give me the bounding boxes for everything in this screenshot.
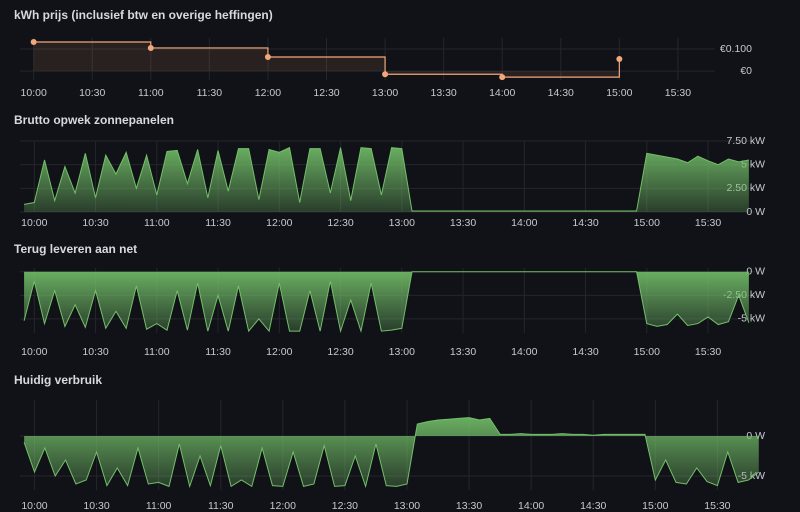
- x-tick-label: 15:30: [695, 346, 721, 358]
- x-tick-label: 11:30: [197, 87, 223, 99]
- x-tick-label: 14:30: [580, 500, 606, 512]
- y-tick-label: 0 W: [746, 266, 765, 278]
- x-tick-label: 10:00: [21, 346, 47, 358]
- x-tick-label: 15:30: [704, 500, 730, 512]
- panel: Terug leveren aan net 10:00 10:30 11:00 11:3…: [14, 242, 765, 358]
- y-tick-label: €0: [740, 65, 752, 77]
- panel-title: Brutto opwek zonnepanelen: [14, 113, 174, 127]
- x-tick-label: 11:00: [146, 500, 172, 512]
- panel: Brutto opwek zonnepanelen 10:00 10:30 11:00…: [14, 113, 765, 229]
- x-tick-label: 15:00: [634, 217, 660, 229]
- y-tick-label: -5 kW: [738, 313, 766, 325]
- x-tick-label: 10:30: [79, 87, 105, 99]
- price-point: [264, 54, 271, 61]
- x-tick-label: 14:00: [518, 500, 544, 512]
- y-tick-label: 0 W: [746, 206, 765, 218]
- x-tick-label: 11:00: [144, 217, 170, 229]
- x-tick-label: 12:30: [327, 346, 353, 358]
- x-tick-label: 13:30: [456, 500, 482, 512]
- x-tick-label: 15:00: [642, 500, 668, 512]
- x-tick-label: 15:30: [695, 217, 721, 229]
- x-tick-label: 13:30: [450, 217, 476, 229]
- x-tick-label: 10:00: [21, 217, 47, 229]
- x-tick-label: 14:30: [572, 217, 598, 229]
- area-fill: [24, 271, 749, 332]
- x-tick-label: 13:30: [430, 87, 456, 99]
- x-tick-label: 10:00: [21, 500, 47, 512]
- panel: kWh prijs (inclusief btw en overige heff…: [14, 8, 752, 99]
- y-tick-label: €0.100: [720, 43, 752, 55]
- x-tick-label: 13:00: [372, 87, 398, 99]
- price-point: [499, 74, 506, 81]
- x-tick-label: 12:30: [332, 500, 358, 512]
- panel-title: Terug leveren aan net: [14, 242, 137, 256]
- y-tick-label: 7.50 kW: [726, 135, 765, 147]
- panel: Huidig verbruik 10:00 10:30 11:00 11:30 12:00…: [14, 373, 765, 512]
- x-tick-label: 13:00: [389, 217, 415, 229]
- x-tick-label: 12:30: [327, 217, 353, 229]
- price-area: [33, 41, 620, 78]
- price-point: [30, 38, 37, 45]
- x-tick-label: 11:00: [138, 87, 164, 99]
- x-tick-label: 11:00: [144, 346, 170, 358]
- x-tick-label: 11:30: [208, 500, 234, 512]
- panel-title: Huidig verbruik: [14, 373, 102, 387]
- x-tick-label: 12:00: [270, 500, 296, 512]
- price-point: [616, 56, 623, 62]
- x-tick-label: 13:00: [389, 346, 415, 358]
- x-tick-label: 13:00: [394, 500, 420, 512]
- area-fill: [24, 147, 749, 212]
- panel-title: kWh prijs (inclusief btw en overige heff…: [14, 8, 273, 22]
- x-tick-label: 14:00: [489, 87, 515, 99]
- x-tick-label: 10:30: [82, 346, 108, 358]
- x-tick-label: 10:30: [82, 217, 108, 229]
- price-point: [147, 44, 154, 51]
- x-tick-label: 15:00: [634, 346, 660, 358]
- x-tick-label: 14:00: [511, 217, 537, 229]
- x-tick-label: 12:30: [313, 87, 339, 99]
- x-tick-label: 10:00: [21, 87, 47, 99]
- x-tick-label: 11:30: [205, 217, 231, 229]
- x-tick-label: 14:30: [572, 346, 598, 358]
- area-line: [23, 146, 749, 212]
- x-tick-label: 10:30: [83, 500, 109, 512]
- price-point: [382, 71, 389, 78]
- x-tick-label: 12:00: [255, 87, 281, 99]
- x-tick-label: 11:30: [205, 346, 231, 358]
- x-tick-label: 15:30: [665, 87, 691, 99]
- x-tick-label: 12:00: [266, 346, 292, 358]
- area-line: [23, 417, 760, 489]
- x-tick-label: 13:30: [450, 346, 476, 358]
- x-tick-label: 15:00: [606, 87, 632, 99]
- x-tick-label: 14:00: [511, 346, 537, 358]
- x-tick-label: 12:00: [266, 217, 292, 229]
- x-tick-label: 14:30: [548, 87, 574, 99]
- area-line: [23, 271, 750, 334]
